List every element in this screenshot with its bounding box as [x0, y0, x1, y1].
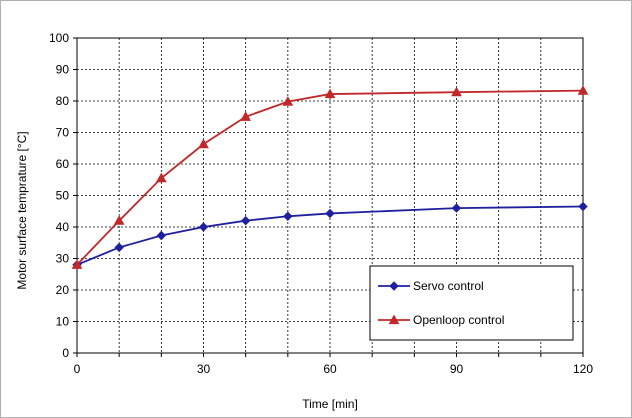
legend-label: Openloop control [413, 313, 504, 327]
y-axis-ticks: 0 10 20 30 40 50 60 70 80 90 100 [49, 31, 77, 360]
data-point [578, 201, 588, 212]
legend-box [369, 265, 574, 341]
data-point [283, 211, 293, 221]
y-tick-label: 90 [56, 63, 70, 77]
x-tick-label: 0 [74, 362, 81, 376]
data-point [114, 242, 124, 253]
data-point [324, 88, 336, 99]
data-point [240, 111, 252, 121]
y-tick-label: 80 [56, 94, 70, 108]
data-point [198, 222, 209, 232]
legend-entry: Servo control [378, 279, 484, 293]
x-tick-label: 30 [197, 362, 211, 376]
y-tick-label: 10 [56, 315, 70, 329]
data-point [451, 203, 462, 213]
data-point [155, 172, 167, 183]
y-tick-label: 20 [56, 283, 70, 297]
y-tick-label: 30 [56, 252, 70, 266]
y-tick-label: 0 [62, 346, 69, 360]
y-tick-label: 100 [49, 31, 69, 45]
data-point [113, 215, 125, 225]
x-tick-label: 90 [450, 362, 464, 376]
y-tick-label: 50 [56, 189, 70, 203]
data-point [240, 215, 251, 226]
x-tick-label: 60 [323, 362, 337, 376]
legend-marker [389, 281, 399, 291]
data-point [71, 259, 83, 269]
data-point [198, 138, 209, 149]
data-point [325, 208, 335, 219]
x-axis-title: Time [min] [302, 397, 358, 411]
legend-label: Servo control [413, 279, 484, 293]
legend-items: Servo control Openloop control [378, 279, 504, 327]
y-tick-label: 70 [56, 126, 70, 140]
y-tick-label: 40 [56, 220, 70, 234]
y-tick-label: 60 [56, 157, 70, 171]
x-tick-label: 120 [573, 362, 593, 376]
series-2 [71, 85, 589, 269]
x-axis-ticks: 0 30 60 90 120 [74, 353, 593, 376]
data-point [282, 96, 294, 106]
data-point [156, 230, 167, 241]
legend: Servo control Openloop control [369, 265, 574, 341]
series-lines [71, 85, 589, 270]
data-point [577, 85, 589, 95]
data-point [451, 86, 462, 97]
legend-entry: Openloop control [378, 313, 504, 327]
y-axis-title: Motor surface temprature [°C] [15, 131, 29, 289]
legend-marker [388, 314, 400, 325]
